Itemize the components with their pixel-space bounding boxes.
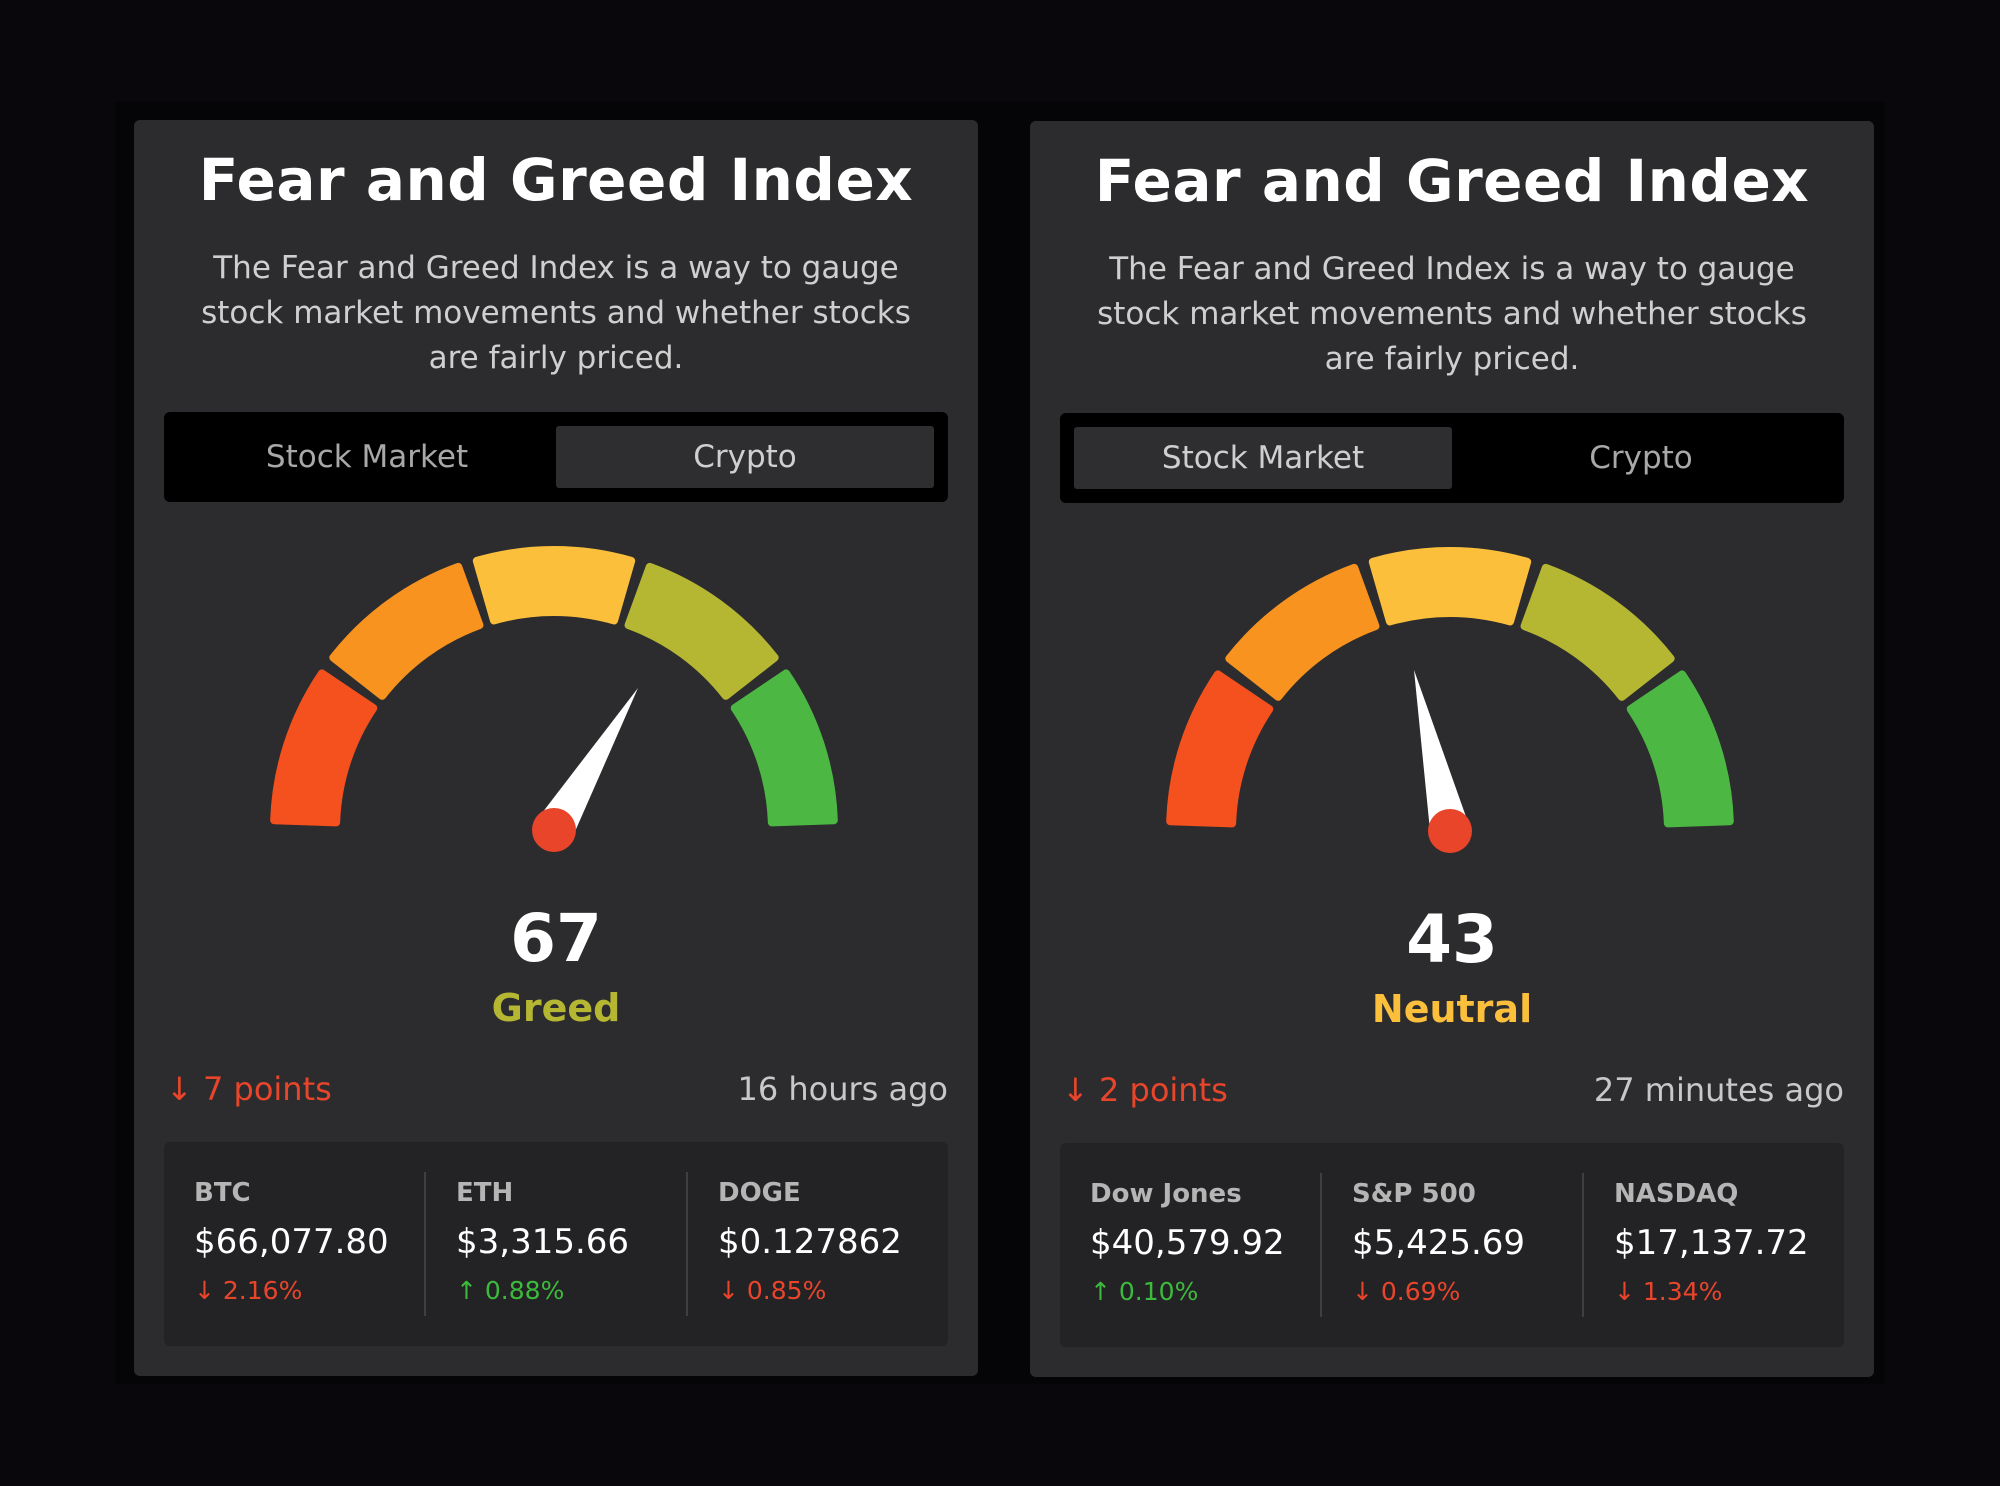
ticker-name: ETH	[456, 1178, 514, 1208]
points-change: ↓ 2 points	[1062, 1071, 1228, 1109]
ticker-eth[interactable]: ETH $3,315.66 ↑ 0.88%	[424, 1172, 686, 1316]
gauge-needle-hub	[1428, 809, 1472, 853]
arrow-up-icon: ↑	[456, 1276, 477, 1305]
sentiment-label: Greed	[491, 986, 621, 1030]
ticker-nasdaq[interactable]: NASDAQ $17,137.72 ↓ 1.34%	[1582, 1173, 1844, 1317]
sentiment-gauge	[1166, 547, 1734, 853]
card-description: The Fear and Greed Index is a way to gau…	[201, 250, 911, 376]
ticker-change: ↑ 0.10%	[1090, 1277, 1320, 1306]
tab-crypto[interactable]: Crypto	[556, 426, 934, 488]
arrow-down-icon: ↓	[718, 1276, 739, 1305]
tab-stock-market[interactable]: Stock Market	[265, 439, 469, 475]
ticker-name: NASDAQ	[1614, 1179, 1739, 1209]
arrow-down-icon: ↓	[1614, 1277, 1635, 1306]
ticker-change-value: 2.16%	[222, 1276, 303, 1305]
ticker-price: $40,579.92	[1090, 1223, 1285, 1263]
ticker-btc[interactable]: BTC $66,077.80 ↓ 2.16%	[164, 1172, 424, 1316]
ticker-change: ↑ 0.88%	[456, 1276, 686, 1305]
tab-stock-market[interactable]: Stock Market	[1074, 427, 1452, 489]
arrow-down-icon: ↓	[194, 1276, 215, 1305]
ticker-panel: Dow Jones $40,579.92 ↑ 0.10% S&P 500 $5,…	[1060, 1143, 1844, 1347]
arrow-down-icon: ↓	[166, 1070, 193, 1108]
arrow-up-icon: ↑	[1090, 1277, 1111, 1306]
gauge-segment-extreme-fear	[1166, 670, 1274, 828]
arrow-down-icon: ↓	[1352, 1277, 1373, 1306]
ticker-name: DOGE	[718, 1178, 801, 1208]
ticker-price: $3,315.66	[456, 1222, 630, 1262]
ticker-change: ↓ 0.69%	[1352, 1277, 1582, 1306]
arrow-down-icon: ↓	[1062, 1071, 1089, 1109]
tab-crypto[interactable]: Crypto	[1589, 440, 1693, 476]
ticker-change-value: 0.85%	[746, 1276, 827, 1305]
gauge-segment-extreme-greed	[1626, 670, 1734, 828]
sentiment-label: Neutral	[1371, 987, 1533, 1031]
ticker-change: ↓ 2.16%	[194, 1276, 424, 1305]
ticker-name: BTC	[194, 1178, 251, 1208]
gauge-segment-fear	[329, 562, 484, 700]
market-tabs: Stock Market Crypto	[164, 412, 948, 502]
points-change-text: 2 points	[1098, 1071, 1228, 1109]
gauge-segment-greed	[624, 562, 779, 700]
gauge-segment-neutral	[472, 546, 636, 625]
card-title: Fear and Greed Index	[1094, 147, 1810, 215]
ticker-panel: BTC $66,077.80 ↓ 2.16% ETH $3,315.66 ↑ 0…	[164, 1142, 948, 1346]
ticker-change-value: 0.10%	[1118, 1277, 1199, 1306]
index-score: 67	[510, 900, 602, 977]
gauge-segment-extreme-fear	[270, 669, 378, 827]
ticker-change: ↓ 0.85%	[718, 1276, 948, 1305]
points-change: ↓ 7 points	[166, 1070, 332, 1108]
ticker-change-value: 0.69%	[1380, 1277, 1461, 1306]
sentiment-gauge	[270, 546, 838, 852]
market-tabs: Stock Market Crypto	[1060, 413, 1844, 503]
ticker-price: $17,137.72	[1614, 1223, 1809, 1263]
card-title: Fear and Greed Index	[198, 146, 914, 214]
gauge-needle	[536, 687, 638, 841]
gauge-needle	[1414, 669, 1470, 836]
ticker-change-value: 1.34%	[1642, 1277, 1723, 1306]
ticker-price: $0.127862	[718, 1222, 902, 1262]
ticker-name: Dow Jones	[1090, 1179, 1242, 1209]
gauge-segment-fear	[1225, 563, 1380, 701]
ticker-change: ↓ 1.34%	[1614, 1277, 1844, 1306]
gauge-segment-neutral	[1368, 547, 1532, 626]
updated-time: 27 minutes ago	[1593, 1071, 1844, 1109]
ticker-dow-jones[interactable]: Dow Jones $40,579.92 ↑ 0.10%	[1060, 1173, 1320, 1317]
ticker-sp500[interactable]: S&P 500 $5,425.69 ↓ 0.69%	[1320, 1173, 1582, 1317]
ticker-name: S&P 500	[1352, 1179, 1476, 1209]
fear-greed-card-stock: Fear and Greed Index The Fear and Greed …	[1030, 121, 1874, 1377]
card-description: The Fear and Greed Index is a way to gau…	[1097, 251, 1807, 377]
ticker-change-value: 0.88%	[484, 1276, 565, 1305]
fear-greed-card-crypto: Fear and Greed Index The Fear and Greed …	[134, 120, 978, 1376]
gauge-needle-hub	[532, 808, 576, 852]
ticker-price: $5,425.69	[1352, 1223, 1526, 1263]
updated-time: 16 hours ago	[737, 1070, 948, 1108]
gauge-segment-greed	[1520, 563, 1675, 701]
gauge-segment-extreme-greed	[730, 669, 838, 827]
index-score: 43	[1406, 901, 1498, 978]
ticker-doge[interactable]: DOGE $0.127862 ↓ 0.85%	[686, 1172, 948, 1316]
ticker-price: $66,077.80	[194, 1222, 389, 1262]
points-change-text: 7 points	[202, 1070, 332, 1108]
